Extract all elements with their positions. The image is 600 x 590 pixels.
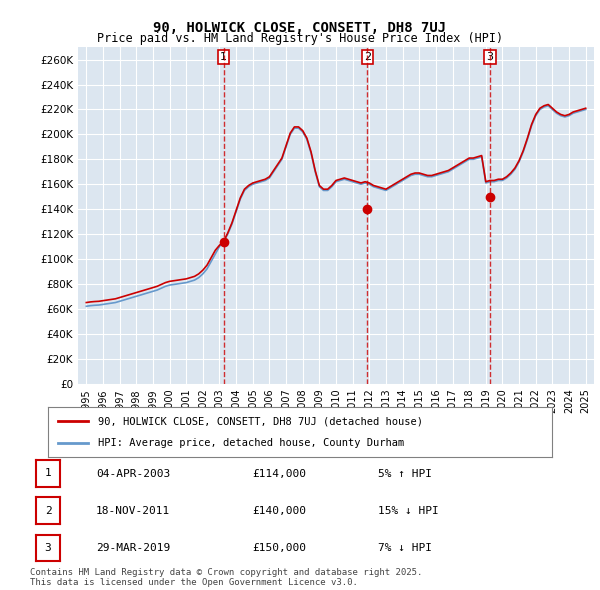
Text: 90, HOLWICK CLOSE, CONSETT, DH8 7UJ (detached house): 90, HOLWICK CLOSE, CONSETT, DH8 7UJ (det…	[98, 416, 424, 426]
Text: 3: 3	[44, 543, 52, 553]
Text: 3: 3	[487, 52, 493, 62]
Text: 18-NOV-2011: 18-NOV-2011	[96, 506, 170, 516]
Text: 1: 1	[44, 468, 52, 478]
Text: £150,000: £150,000	[252, 543, 306, 553]
Text: 2: 2	[44, 506, 52, 516]
Text: 29-MAR-2019: 29-MAR-2019	[96, 543, 170, 553]
Text: 15% ↓ HPI: 15% ↓ HPI	[378, 506, 439, 516]
Text: 7% ↓ HPI: 7% ↓ HPI	[378, 543, 432, 553]
Text: Price paid vs. HM Land Registry's House Price Index (HPI): Price paid vs. HM Land Registry's House …	[97, 32, 503, 45]
Text: 2: 2	[364, 52, 371, 62]
Text: Contains HM Land Registry data © Crown copyright and database right 2025.
This d: Contains HM Land Registry data © Crown c…	[30, 568, 422, 587]
Text: 5% ↑ HPI: 5% ↑ HPI	[378, 469, 432, 478]
Text: 1: 1	[220, 52, 227, 62]
Text: 90, HOLWICK CLOSE, CONSETT, DH8 7UJ: 90, HOLWICK CLOSE, CONSETT, DH8 7UJ	[154, 21, 446, 35]
Text: 04-APR-2003: 04-APR-2003	[96, 469, 170, 478]
Text: £140,000: £140,000	[252, 506, 306, 516]
Text: HPI: Average price, detached house, County Durham: HPI: Average price, detached house, Coun…	[98, 438, 404, 448]
Text: £114,000: £114,000	[252, 469, 306, 478]
